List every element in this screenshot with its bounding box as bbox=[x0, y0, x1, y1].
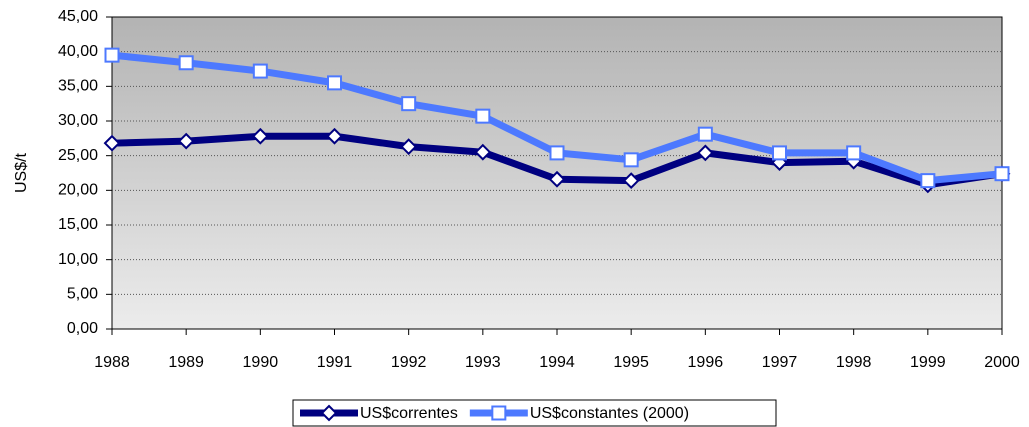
data-point bbox=[104, 47, 120, 63]
data-point bbox=[474, 143, 492, 161]
y-axis-label: US$/t bbox=[13, 152, 30, 193]
legend-label: US$correntes bbox=[360, 405, 458, 422]
x-tick-label: 1989 bbox=[168, 354, 204, 371]
data-point bbox=[400, 138, 418, 156]
y-tick-label: 25,00 bbox=[58, 147, 98, 164]
y-tick-label: 15,00 bbox=[58, 216, 98, 233]
legend-box bbox=[292, 399, 777, 427]
x-tick-label: 1999 bbox=[910, 354, 946, 371]
data-point bbox=[178, 55, 194, 71]
x-tick-label: 2000 bbox=[984, 354, 1020, 371]
x-tick-label: 1996 bbox=[688, 354, 724, 371]
data-point bbox=[252, 63, 268, 79]
data-point bbox=[772, 145, 787, 161]
y-tick-label: 45,00 bbox=[58, 8, 98, 25]
x-tick-label: 1997 bbox=[762, 354, 798, 371]
x-tick-label: 1994 bbox=[539, 354, 575, 371]
data-point bbox=[622, 172, 640, 190]
data-point bbox=[326, 127, 343, 145]
data-point bbox=[327, 75, 342, 91]
y-tick-label: 30,00 bbox=[58, 112, 98, 129]
data-point bbox=[177, 132, 195, 150]
data-point bbox=[549, 145, 565, 161]
x-tick-label: 1991 bbox=[317, 354, 353, 371]
data-point bbox=[623, 152, 639, 168]
x-tick-label: 1990 bbox=[243, 354, 279, 371]
data-point bbox=[994, 166, 1010, 182]
y-tick-label: 10,00 bbox=[58, 251, 98, 268]
x-tick-label: 1992 bbox=[391, 354, 427, 371]
y-tick-label: 20,00 bbox=[58, 182, 98, 199]
data-point bbox=[920, 173, 936, 189]
legend-marker bbox=[320, 404, 338, 422]
y-tick-label: 5,00 bbox=[67, 286, 98, 303]
data-point bbox=[401, 96, 417, 112]
y-tick-label: 35,00 bbox=[58, 78, 98, 95]
x-tick-label: 1998 bbox=[836, 354, 872, 371]
legend-label: US$constantes (2000) bbox=[530, 405, 689, 422]
x-tick-label: 1988 bbox=[94, 354, 130, 371]
x-tick-label: 1995 bbox=[613, 354, 649, 371]
data-point bbox=[846, 145, 862, 161]
data-point bbox=[475, 108, 491, 124]
data-point bbox=[548, 170, 566, 188]
y-tick-label: 40,00 bbox=[58, 43, 98, 60]
data-point bbox=[697, 126, 713, 142]
legend-marker bbox=[491, 405, 507, 421]
data-point bbox=[251, 127, 269, 145]
x-tick-label: 1993 bbox=[465, 354, 501, 371]
data-point bbox=[696, 144, 714, 162]
data-point bbox=[103, 134, 121, 152]
y-tick-label: 0,00 bbox=[67, 320, 98, 337]
